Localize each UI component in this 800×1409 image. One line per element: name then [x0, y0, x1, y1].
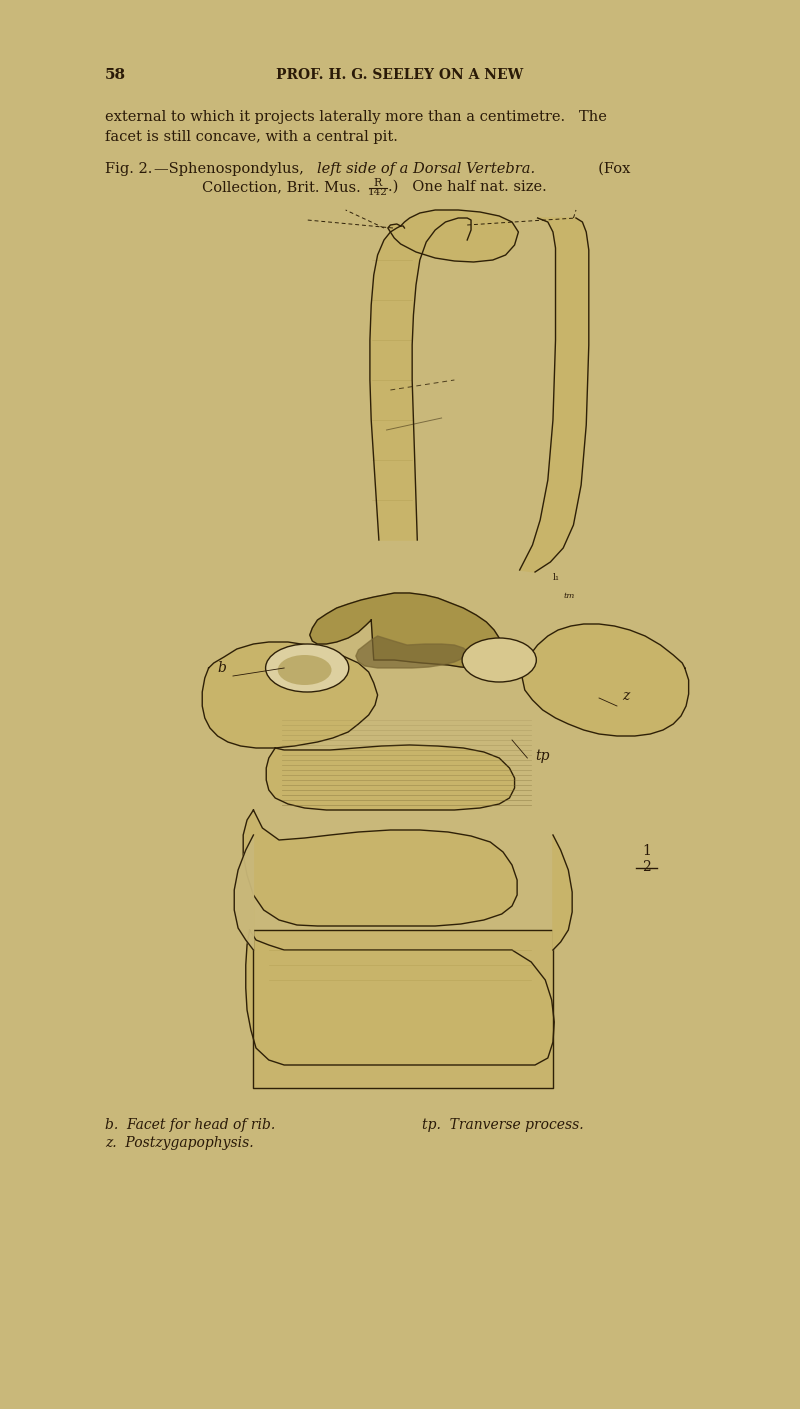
Polygon shape — [356, 635, 469, 668]
Text: Fig. 2.: Fig. 2. — [105, 162, 152, 176]
Text: left side of a Dorsal Vertebra.: left side of a Dorsal Vertebra. — [318, 162, 535, 176]
Text: Collection, Brit. Mus.: Collection, Brit. Mus. — [202, 180, 366, 194]
Text: 142: 142 — [368, 187, 387, 197]
Polygon shape — [520, 218, 589, 572]
Polygon shape — [266, 745, 514, 810]
Text: tp.  Tranverse process.: tp. Tranverse process. — [422, 1117, 584, 1131]
Text: l₁: l₁ — [553, 573, 560, 582]
Text: z.  Postzygapophysis.: z. Postzygapophysis. — [105, 1136, 254, 1150]
Polygon shape — [522, 624, 689, 735]
Text: external to which it projects laterally more than a centimetre.   The: external to which it projects laterally … — [105, 110, 607, 124]
Text: 1: 1 — [642, 844, 651, 858]
Polygon shape — [202, 643, 378, 748]
Text: b: b — [218, 661, 226, 675]
Text: tm: tm — [563, 592, 574, 600]
Polygon shape — [310, 593, 503, 668]
Polygon shape — [234, 836, 254, 950]
Text: z: z — [622, 689, 630, 703]
Text: 2: 2 — [642, 859, 650, 874]
Text: PROF. H. G. SEELEY ON A NEW: PROF. H. G. SEELEY ON A NEW — [276, 68, 523, 82]
Text: facet is still concave, with a central pit.: facet is still concave, with a central p… — [105, 130, 398, 144]
Polygon shape — [234, 836, 254, 950]
Polygon shape — [370, 218, 471, 540]
Polygon shape — [254, 930, 553, 1088]
Text: b.  Facet for head of rib.: b. Facet for head of rib. — [105, 1117, 275, 1131]
Text: (Fox: (Fox — [589, 162, 630, 176]
Text: 58: 58 — [105, 68, 126, 82]
Ellipse shape — [278, 655, 331, 685]
Text: tp: tp — [535, 750, 550, 764]
Text: .)   One half nat. size.: .) One half nat. size. — [388, 180, 546, 194]
Text: R: R — [374, 178, 382, 187]
Ellipse shape — [462, 638, 536, 682]
Polygon shape — [553, 836, 572, 950]
Polygon shape — [243, 810, 517, 926]
Text: —Sphenospondylus,: —Sphenospondylus, — [154, 162, 308, 176]
Polygon shape — [246, 930, 554, 1065]
Ellipse shape — [266, 644, 349, 692]
Polygon shape — [388, 210, 518, 262]
